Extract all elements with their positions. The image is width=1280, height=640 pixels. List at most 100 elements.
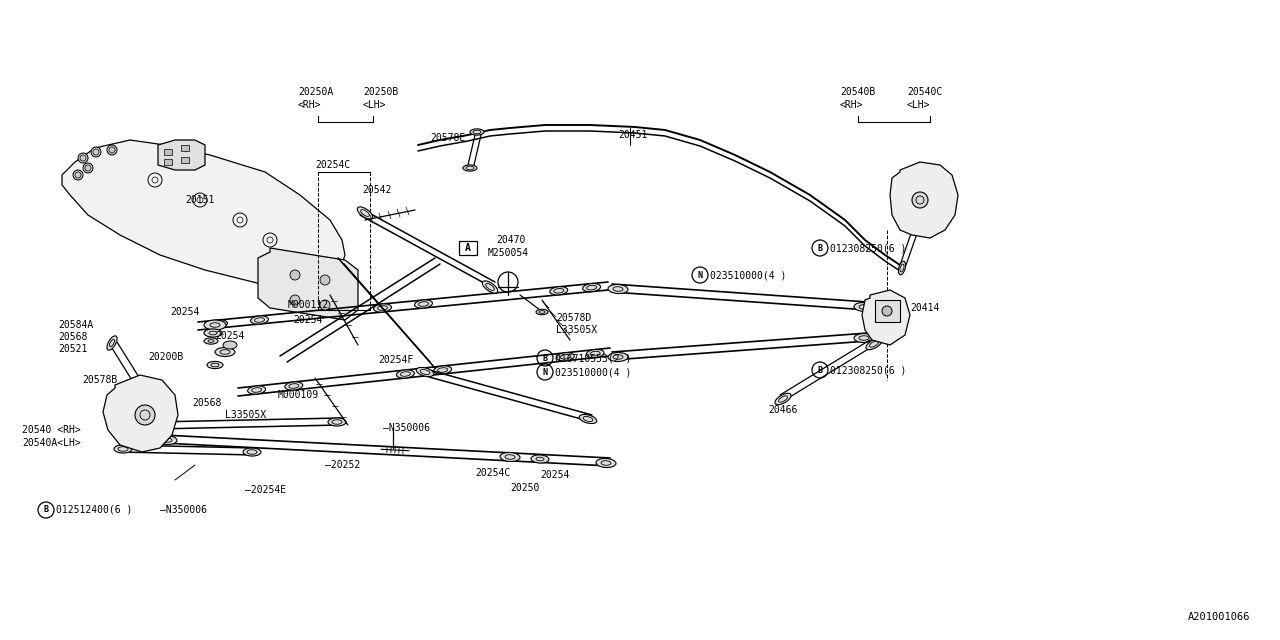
Bar (164, 159, 172, 165)
Circle shape (882, 306, 892, 316)
Polygon shape (102, 375, 178, 452)
Ellipse shape (463, 165, 477, 171)
Ellipse shape (919, 199, 925, 213)
Text: 20568: 20568 (58, 332, 87, 342)
Bar (873, 313, 891, 327)
Text: N: N (698, 271, 703, 280)
Text: 20542: 20542 (362, 185, 392, 195)
Text: A201001066: A201001066 (1188, 612, 1251, 622)
Text: 016710553(2 ): 016710553(2 ) (556, 353, 631, 363)
Text: 023510000(4 ): 023510000(4 ) (556, 367, 631, 377)
Text: —20252: —20252 (325, 460, 360, 470)
Text: 20254: 20254 (540, 470, 570, 480)
Ellipse shape (357, 207, 372, 219)
Text: <RH>: <RH> (298, 100, 321, 110)
Ellipse shape (243, 448, 261, 456)
Text: B: B (818, 365, 823, 374)
Ellipse shape (434, 366, 452, 374)
Text: N: N (543, 367, 548, 376)
Circle shape (73, 170, 83, 180)
Text: 20254: 20254 (170, 307, 200, 317)
Ellipse shape (500, 452, 520, 461)
Polygon shape (157, 140, 205, 170)
Text: 20470: 20470 (497, 235, 525, 245)
Text: 20578B: 20578B (82, 375, 118, 385)
Text: 20451: 20451 (618, 130, 648, 140)
Polygon shape (890, 162, 957, 238)
Text: 20254F: 20254F (378, 355, 413, 365)
Text: 20568: 20568 (192, 398, 221, 408)
Text: 20540 <RH>: 20540 <RH> (22, 425, 81, 435)
Ellipse shape (550, 287, 568, 295)
Text: 20578D: 20578D (556, 313, 591, 323)
Text: 20254: 20254 (293, 315, 323, 325)
Circle shape (320, 300, 330, 310)
Ellipse shape (586, 349, 604, 358)
Polygon shape (861, 290, 910, 345)
Ellipse shape (854, 333, 874, 342)
Text: 20540A<LH>: 20540A<LH> (22, 438, 81, 448)
Ellipse shape (608, 284, 628, 294)
Ellipse shape (247, 386, 265, 394)
Ellipse shape (204, 338, 218, 344)
Text: 20578E: 20578E (430, 133, 465, 143)
Text: 20521: 20521 (58, 344, 87, 354)
Text: 20584A: 20584A (58, 320, 93, 330)
Text: L33505X: L33505X (556, 325, 598, 335)
Text: 023510000(4 ): 023510000(4 ) (710, 270, 786, 280)
Circle shape (83, 163, 93, 173)
Ellipse shape (223, 341, 237, 349)
Text: A: A (879, 315, 884, 325)
Polygon shape (259, 248, 358, 320)
Text: —N350006: —N350006 (383, 423, 430, 433)
Ellipse shape (157, 435, 177, 445)
Text: M000109: M000109 (278, 390, 319, 400)
Circle shape (291, 270, 300, 280)
Ellipse shape (215, 348, 236, 356)
Text: 012308250(6 ): 012308250(6 ) (829, 365, 906, 375)
Ellipse shape (285, 382, 303, 390)
Ellipse shape (133, 380, 142, 392)
Text: 012512400(6 ): 012512400(6 ) (56, 505, 132, 515)
Text: <LH>: <LH> (364, 100, 387, 110)
Ellipse shape (114, 445, 132, 453)
Text: B: B (818, 243, 823, 253)
Text: 20250A: 20250A (298, 87, 333, 97)
Text: 20250B: 20250B (364, 87, 398, 97)
Bar (164, 149, 172, 155)
Bar (460, 241, 477, 255)
Text: <LH>: <LH> (908, 100, 931, 110)
Ellipse shape (374, 304, 392, 312)
Ellipse shape (207, 362, 223, 369)
Ellipse shape (596, 458, 616, 468)
Ellipse shape (608, 353, 628, 362)
Text: M250054: M250054 (488, 248, 529, 258)
Text: L33505X: L33505X (225, 410, 266, 420)
Ellipse shape (899, 261, 905, 275)
Ellipse shape (557, 353, 575, 361)
Ellipse shape (531, 455, 549, 463)
Ellipse shape (536, 309, 548, 315)
Circle shape (134, 405, 155, 425)
Ellipse shape (148, 422, 166, 430)
Circle shape (320, 275, 330, 285)
Circle shape (91, 147, 101, 157)
Ellipse shape (397, 370, 415, 378)
Text: B: B (44, 506, 49, 515)
Ellipse shape (580, 415, 596, 424)
Text: —20254E: —20254E (244, 485, 287, 495)
Text: A: A (465, 243, 471, 253)
Ellipse shape (204, 329, 221, 337)
Ellipse shape (483, 281, 498, 293)
Ellipse shape (108, 336, 116, 350)
Text: —N350006: —N350006 (160, 505, 207, 515)
Text: 20200B: 20200B (148, 352, 183, 362)
Text: 20250: 20250 (509, 483, 539, 493)
Ellipse shape (210, 320, 228, 328)
Text: M000112: M000112 (288, 300, 329, 310)
Text: 20540C: 20540C (908, 87, 942, 97)
Ellipse shape (774, 394, 791, 404)
Text: <RH>: <RH> (840, 100, 864, 110)
Polygon shape (61, 140, 346, 295)
Text: 20540B: 20540B (840, 87, 876, 97)
